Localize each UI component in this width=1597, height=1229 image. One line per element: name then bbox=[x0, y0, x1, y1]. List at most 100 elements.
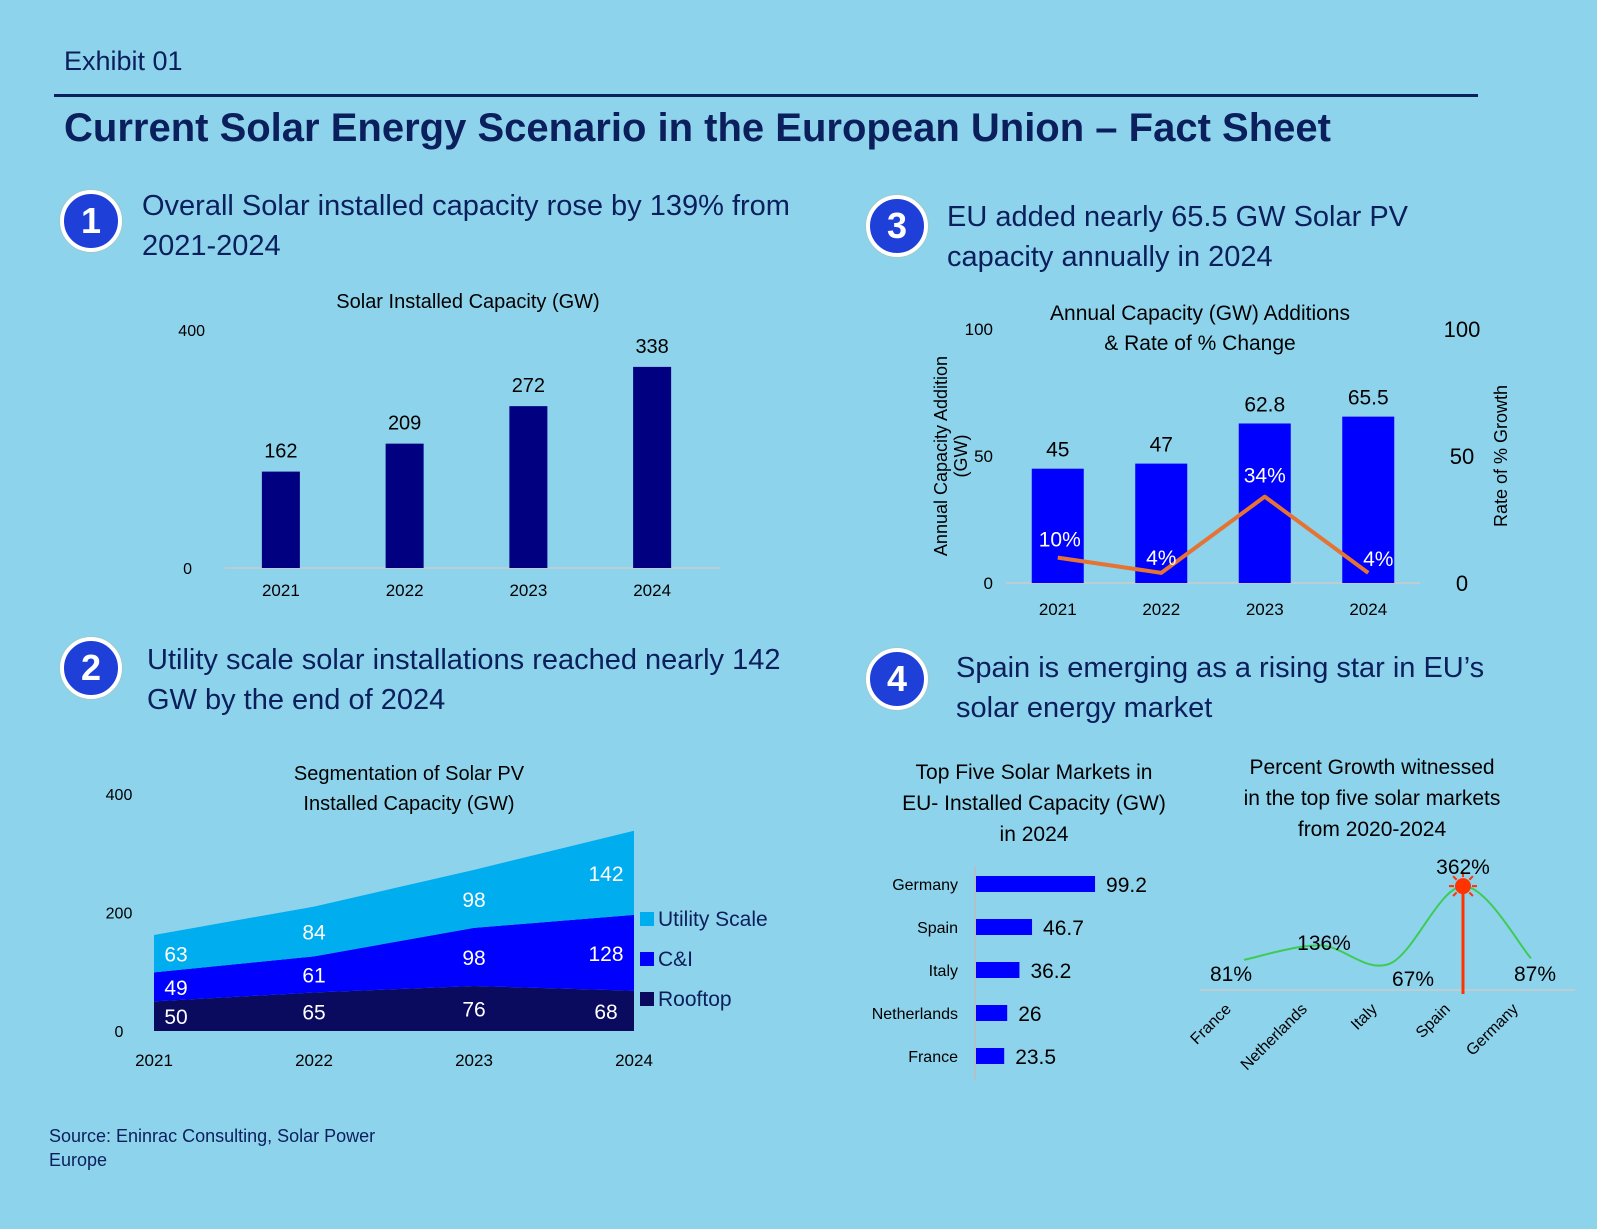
chart4b-title: in the top five solar markets bbox=[1244, 787, 1501, 810]
chart2-data-label: 65 bbox=[302, 1002, 325, 1025]
chart2-area-c-i bbox=[154, 914, 634, 1002]
section-number-4-badge: 4 bbox=[866, 648, 928, 710]
chart4b-x-tick: Spain bbox=[1413, 1001, 1454, 1042]
chart3-y-tick: 50 bbox=[974, 447, 993, 466]
chart1-y-tick: 0 bbox=[183, 561, 192, 578]
chart4b-highlight-ray bbox=[1468, 875, 1474, 881]
chart3-line-label: 4% bbox=[1146, 547, 1176, 570]
chart4b-data-label: 362% bbox=[1436, 856, 1490, 879]
section-2-heading: Utility scale solar installations reache… bbox=[147, 644, 781, 716]
chart4a-category-label: Spain bbox=[917, 920, 958, 937]
section-number-2-badge: 2 bbox=[60, 637, 122, 699]
chart4b-x-tick: France bbox=[1188, 1001, 1235, 1048]
section-3-heading: EU added nearly 65.5 GW Solar PV capacit… bbox=[947, 201, 1409, 273]
chart1-x-tick: 2024 bbox=[633, 581, 671, 600]
chart3-line-label: 34% bbox=[1244, 465, 1286, 488]
chart4a-data-label: 36.2 bbox=[1030, 960, 1071, 983]
chart2-y-tick: 200 bbox=[106, 906, 133, 923]
chart1-bar bbox=[633, 366, 672, 568]
chart3-y-tick: 100 bbox=[965, 320, 993, 339]
chart3-growth-line bbox=[1057, 494, 1370, 575]
chart3-bar bbox=[1238, 423, 1291, 583]
title-divider bbox=[54, 94, 1478, 97]
chart4b-highlight-ray bbox=[1468, 891, 1474, 897]
chart3-title: Annual Capacity (GW) Additions bbox=[1050, 302, 1350, 325]
chart2-data-label: 68 bbox=[594, 1001, 617, 1024]
chart2-data-label: 84 bbox=[302, 921, 326, 944]
chart4a-data-label: 23.5 bbox=[1015, 1046, 1056, 1069]
chart3-y2-tick: 50 bbox=[1450, 444, 1474, 469]
section-number-3-badge: 3 bbox=[866, 195, 928, 257]
chart2-legend-swatch bbox=[640, 952, 654, 966]
chart3-bar bbox=[1135, 463, 1188, 583]
chart4a-bar bbox=[976, 1048, 1005, 1064]
chart1-data-label: 162 bbox=[264, 441, 297, 463]
chart4a-bar bbox=[976, 919, 1033, 935]
source-note: Source: Eninrac Consulting, Solar Power … bbox=[49, 1126, 376, 1170]
chart4b-data-label: 87% bbox=[1514, 963, 1556, 986]
chart2-x-tick: 2023 bbox=[455, 1051, 493, 1070]
chart1-bar bbox=[385, 443, 424, 568]
chart4a-category-label: Netherlands bbox=[872, 1006, 958, 1023]
chart3-data-label: 45 bbox=[1046, 439, 1069, 462]
chart4b-x-tick: Netherlands bbox=[1238, 1001, 1311, 1074]
chart3-bar bbox=[1342, 416, 1395, 583]
chart2-y-tick: 400 bbox=[106, 787, 133, 804]
chart4a-category-label: Germany bbox=[892, 877, 958, 894]
chart3-x-tick: 2022 bbox=[1142, 600, 1180, 619]
chart1-bar bbox=[509, 406, 548, 568]
chart2-legend-label: Rooftop bbox=[658, 988, 732, 1011]
chart4a-title: EU- Installed Capacity (GW) bbox=[902, 792, 1166, 815]
chart3-line-label: 10% bbox=[1039, 529, 1081, 552]
chart1-data-label: 209 bbox=[388, 413, 421, 435]
chart2-data-label: 63 bbox=[164, 944, 187, 967]
chart1-y-tick: 400 bbox=[178, 323, 205, 340]
chart4b-highlight-ray bbox=[1452, 875, 1458, 881]
chart2-title: Installed Capacity (GW) bbox=[303, 793, 514, 815]
chart2-data-label: 128 bbox=[588, 943, 623, 966]
chart4a-data-label: 46.7 bbox=[1043, 917, 1084, 940]
chart2-data-label: 142 bbox=[588, 863, 623, 886]
chart3-y2-tick: 0 bbox=[1456, 571, 1468, 596]
chart2-area-utility-scale bbox=[154, 830, 634, 973]
chart2-legend-swatch bbox=[640, 912, 654, 926]
page-title: Current Solar Energy Scenario in the Eur… bbox=[64, 106, 1331, 150]
chart4a-data-label: 99.2 bbox=[1106, 874, 1147, 897]
chart4b-x-tick: Italy bbox=[1348, 1001, 1381, 1034]
chart3-x-tick: 2024 bbox=[1349, 600, 1387, 619]
chart2-x-tick: 2022 bbox=[295, 1051, 333, 1070]
chart4a-bar bbox=[976, 876, 1096, 892]
chart3-line-label: 4% bbox=[1363, 548, 1393, 571]
chart3-data-label: 65.5 bbox=[1348, 387, 1389, 410]
chart2-legend-label: Utility Scale bbox=[658, 908, 768, 931]
chart2-data-label: 98 bbox=[462, 889, 485, 912]
chart2-legend-swatch bbox=[640, 992, 654, 1006]
chart4a-data-label: 26 bbox=[1018, 1003, 1041, 1026]
chart2-x-tick: 2024 bbox=[615, 1051, 653, 1070]
chart3-data-label: 47 bbox=[1150, 434, 1173, 457]
chart1-data-label: 338 bbox=[635, 336, 668, 358]
chart2-y-tick: 0 bbox=[115, 1024, 124, 1041]
chart2-data-label: 49 bbox=[164, 977, 187, 1000]
chart4b-title: from 2020-2024 bbox=[1298, 818, 1447, 841]
chart4b-x-tick: Germany bbox=[1463, 1001, 1522, 1060]
chart4a-bar bbox=[976, 1005, 1008, 1021]
chart2-data-label: 50 bbox=[164, 1006, 187, 1029]
chart3-y-axis-label: (GW) bbox=[951, 435, 971, 478]
chart2-data-label: 61 bbox=[302, 964, 325, 987]
chart2-data-label: 98 bbox=[462, 947, 485, 970]
chart1-bar bbox=[261, 471, 300, 568]
chart3-bar bbox=[1031, 468, 1084, 583]
exhibit-label: Exhibit 01 bbox=[64, 46, 183, 76]
chart4b-data-label: 81% bbox=[1210, 963, 1252, 986]
chart4a-category-label: France bbox=[908, 1049, 958, 1066]
chart4b-highlight-marker bbox=[1455, 878, 1471, 895]
chart2-data-label: 76 bbox=[462, 998, 485, 1021]
section-number-1-badge: 1 bbox=[60, 190, 122, 252]
chart1-x-tick: 2022 bbox=[386, 581, 424, 600]
chart1-x-tick: 2021 bbox=[262, 581, 300, 600]
chart4a-title: in 2024 bbox=[1000, 823, 1069, 846]
chart1-x-tick: 2023 bbox=[509, 581, 547, 600]
chart4b-data-label: 67% bbox=[1392, 968, 1434, 991]
